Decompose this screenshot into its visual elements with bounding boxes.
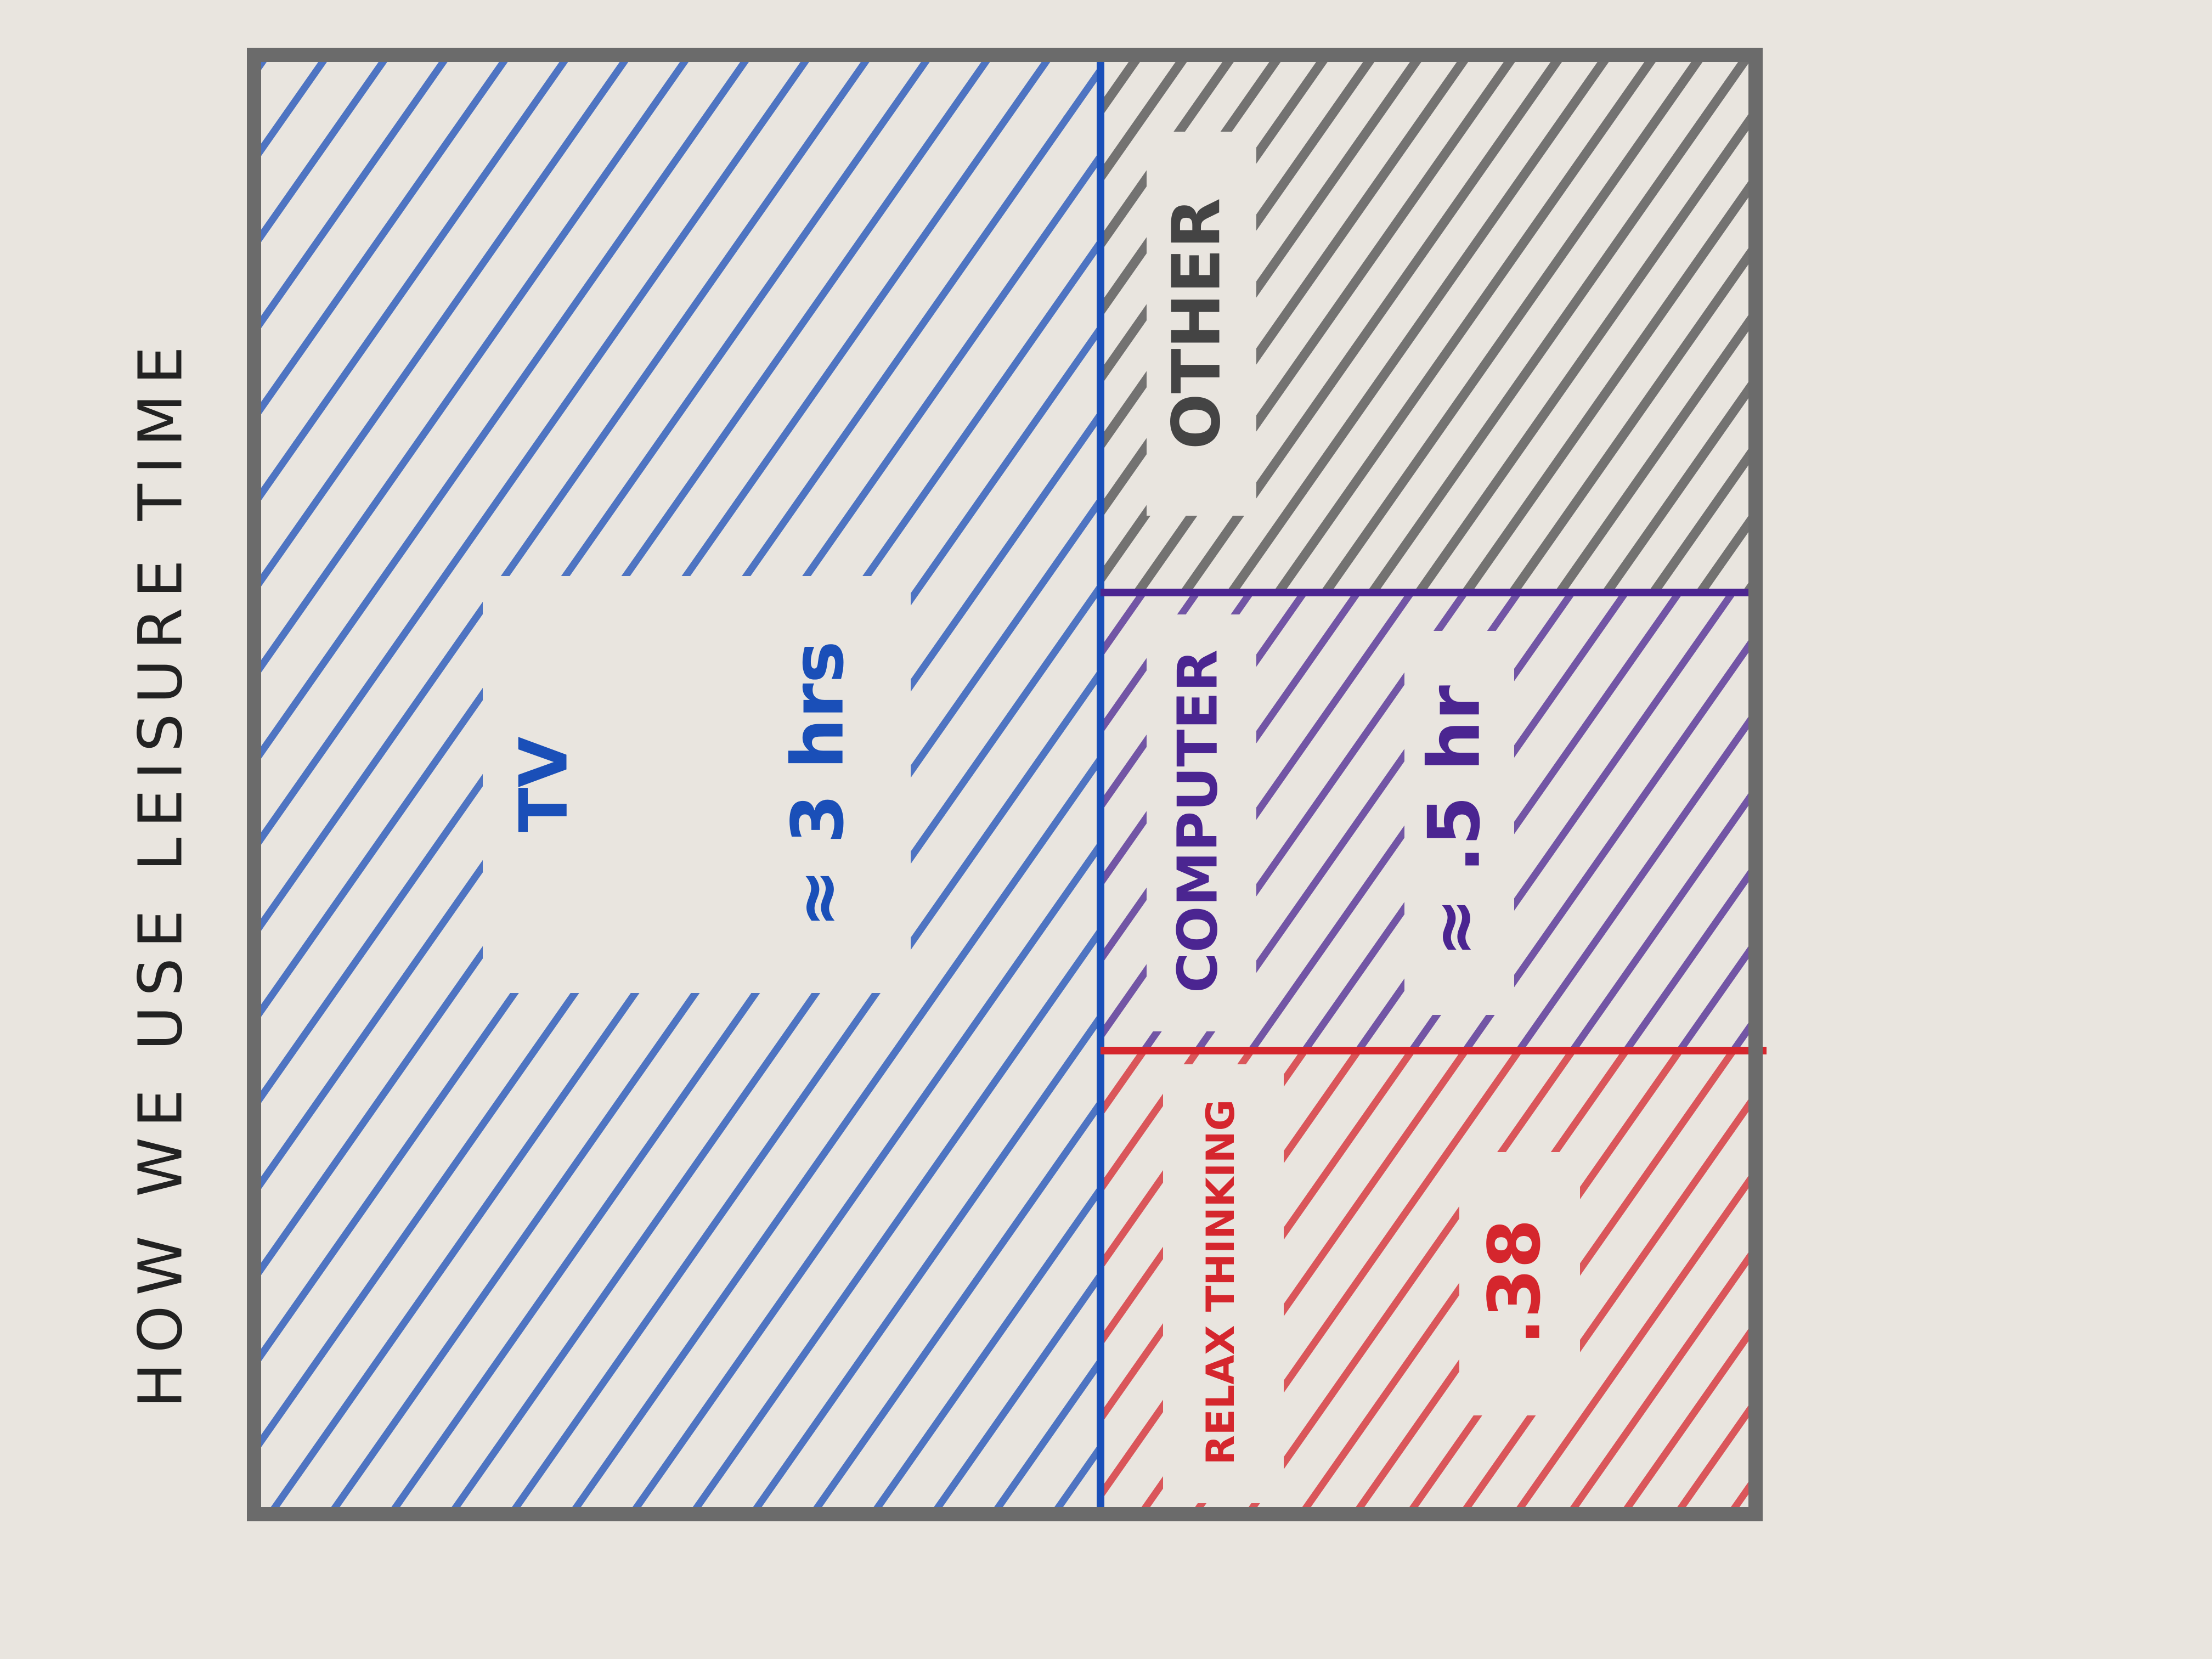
relax-clearing — [1163, 1064, 1284, 1503]
tile-value: ≈ .5 hr — [1413, 685, 1496, 957]
relax-clearing — [1459, 1152, 1580, 1415]
tile-label: OTHER — [1159, 198, 1235, 450]
tile-value: ≈ 3 hrs — [776, 641, 860, 928]
tile-label: TV — [506, 737, 583, 833]
tile-label: RELAX THINKING — [1198, 1099, 1243, 1465]
computer-clearing — [1404, 631, 1514, 1015]
tile-label: COMPUTER — [1165, 650, 1229, 993]
tv-clearing — [483, 576, 911, 993]
other-clearing — [1147, 132, 1256, 516]
computer-clearing — [1147, 614, 1256, 1031]
tile-value: .38 — [1473, 1219, 1556, 1345]
title: HOW WE USE LEISURE TIME — [125, 336, 195, 1408]
frame — [247, 48, 1763, 1521]
